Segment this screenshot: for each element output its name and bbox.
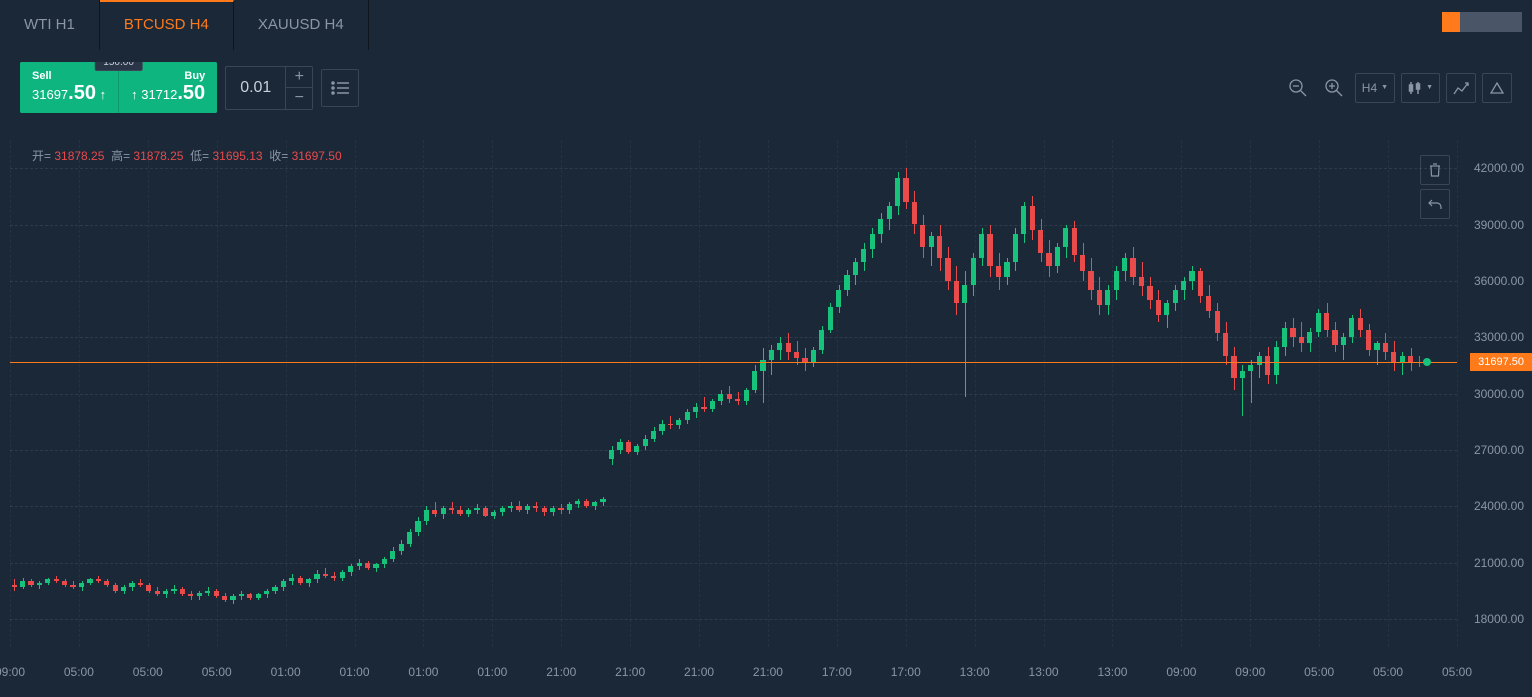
quantity-minus[interactable]: −	[286, 88, 312, 109]
quantity-value[interactable]: 0.01	[226, 67, 285, 109]
timeframe-selector[interactable]: H4	[1355, 73, 1395, 103]
tab-xauusd[interactable]: XAUUSD H4	[234, 0, 369, 50]
toolbar: 150.00 Sell 31697.50 ↑ Buy ↑ 31712.50 0.…	[0, 50, 1532, 125]
chart-area[interactable]	[10, 140, 1457, 647]
sell-price: 31697.50 ↑	[32, 82, 106, 105]
tab-bar: WTI H1 BTCUSD H4 XAUUSD H4	[0, 0, 1532, 50]
quantity-box: 0.01 + −	[225, 66, 313, 110]
quantity-plus[interactable]: +	[286, 67, 312, 89]
sell-label: Sell	[32, 70, 106, 82]
account-badge	[1442, 12, 1522, 32]
tab-btcusd[interactable]: BTCUSD H4	[100, 0, 234, 50]
zoom-in-icon[interactable]	[1319, 73, 1349, 103]
right-toolbar: H4	[1283, 73, 1512, 103]
triangle-icon[interactable]	[1482, 73, 1512, 103]
zoom-out-icon[interactable]	[1283, 73, 1313, 103]
spread-badge: 150.00	[94, 62, 143, 71]
tab-wti[interactable]: WTI H1	[0, 0, 100, 50]
buy-label: Buy	[131, 70, 205, 82]
buy-price: ↑ 31712.50	[131, 82, 205, 105]
list-icon[interactable]	[321, 69, 359, 107]
chart-type-icon[interactable]	[1401, 73, 1440, 103]
sell-buy-box: 150.00 Sell 31697.50 ↑ Buy ↑ 31712.50	[20, 62, 217, 113]
y-axis: 18000.0021000.0024000.0027000.0030000.00…	[1457, 140, 1532, 647]
x-axis: 09:0005:0005:0005:0001:0001:0001:0001:00…	[10, 647, 1457, 697]
indicators-icon[interactable]	[1446, 73, 1476, 103]
